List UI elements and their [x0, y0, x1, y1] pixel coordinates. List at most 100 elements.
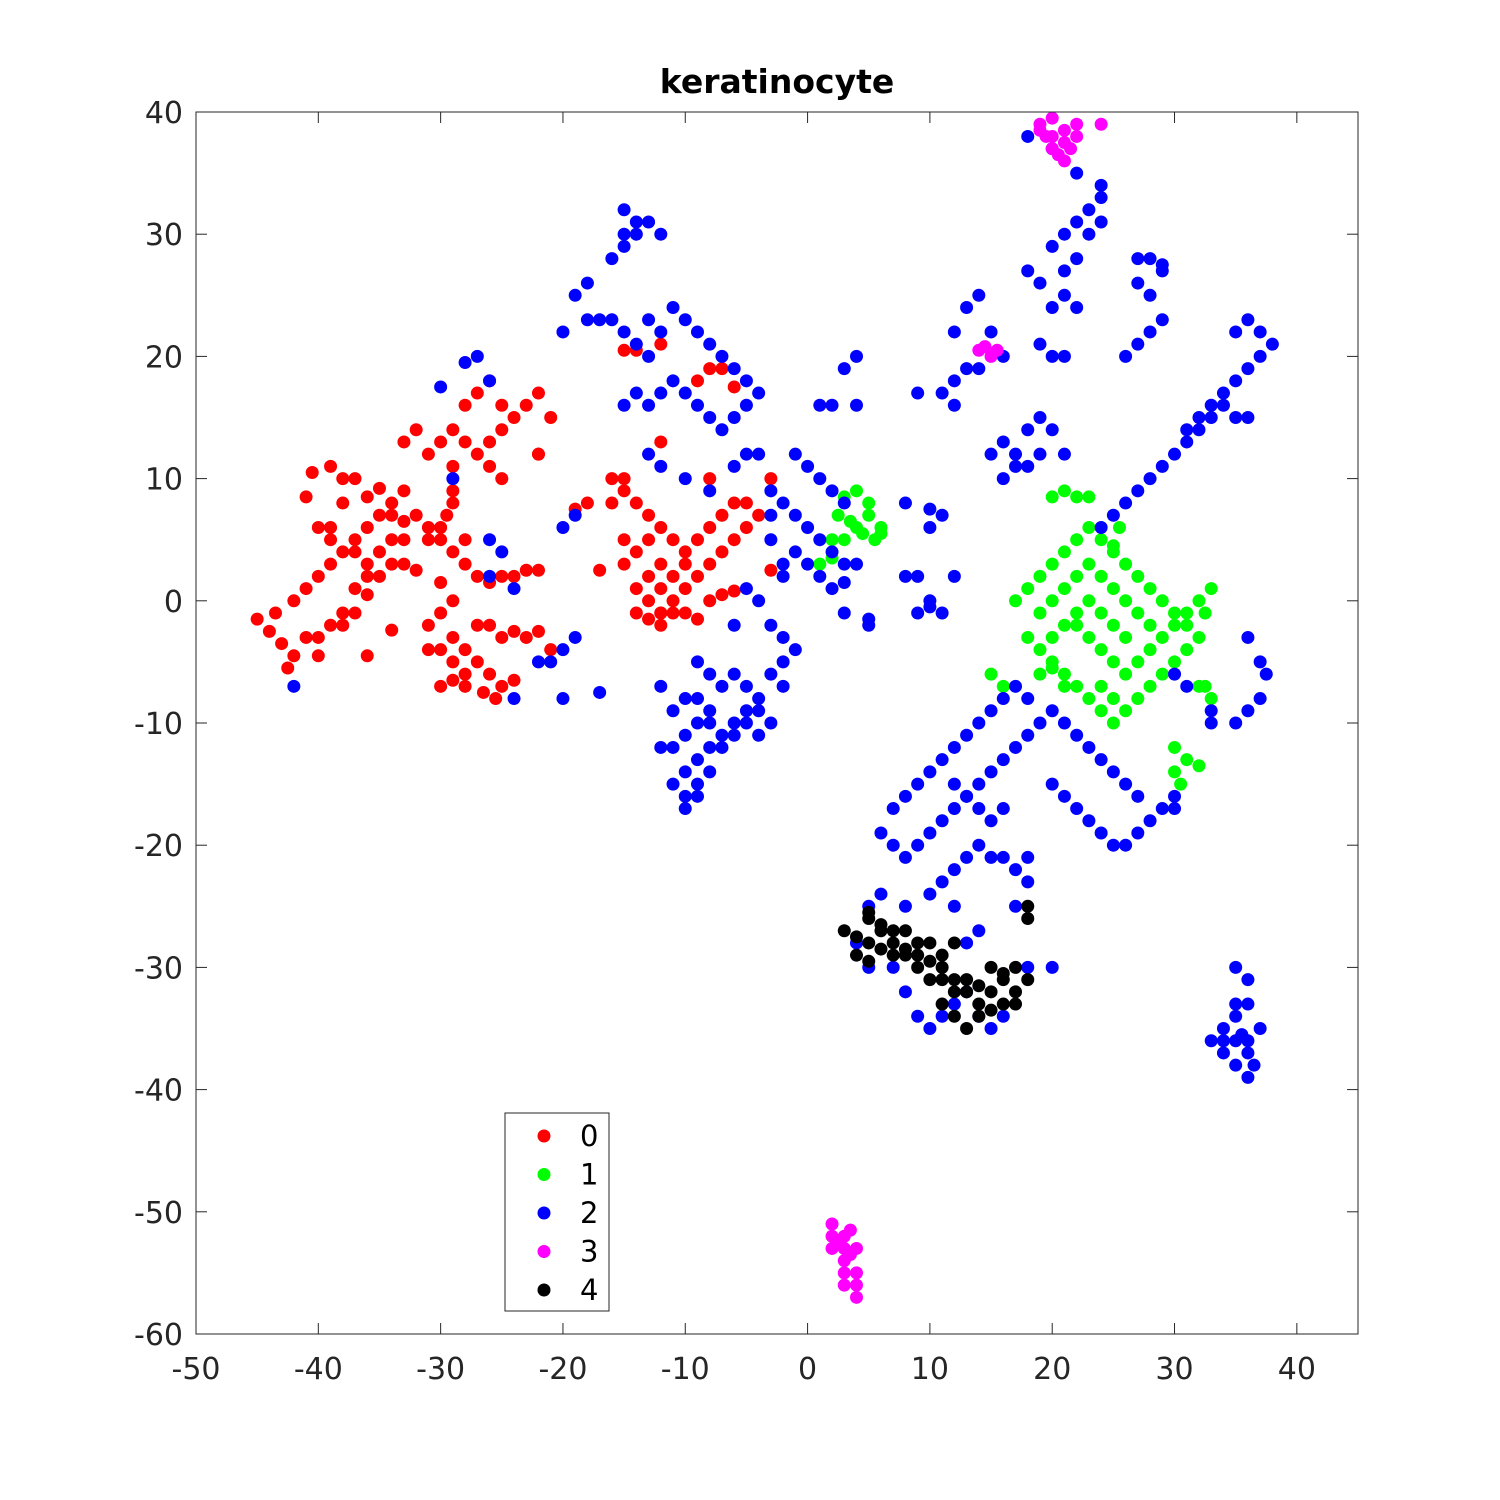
data-point [1131, 692, 1145, 706]
data-point [972, 924, 986, 938]
data-point [1241, 997, 1255, 1011]
data-point [1057, 227, 1071, 241]
data-point [1119, 667, 1133, 681]
data-point [996, 692, 1010, 706]
data-point [1198, 606, 1212, 620]
data-point [1143, 814, 1157, 828]
data-point [935, 973, 949, 987]
data-point [397, 484, 411, 498]
data-point [1192, 411, 1206, 424]
data-point [1180, 423, 1194, 437]
data-point [617, 343, 631, 357]
data-point [654, 386, 668, 400]
data-point [617, 484, 631, 498]
data-point [935, 997, 949, 1011]
data-point [262, 624, 276, 638]
data-point [727, 362, 741, 376]
data-point [507, 582, 521, 596]
y-tick-label: 40 [145, 96, 183, 131]
data-point [1057, 123, 1071, 137]
data-point [984, 960, 998, 974]
data-point [1033, 276, 1047, 290]
data-point [519, 630, 533, 644]
data-point [960, 1022, 974, 1035]
legend-label: 4 [580, 1273, 598, 1307]
legend-marker [537, 1245, 551, 1258]
data-point [886, 924, 900, 938]
data-point [1253, 349, 1267, 363]
data-point [960, 728, 974, 742]
data-point [360, 569, 374, 583]
data-point [434, 435, 448, 449]
data-point [1094, 117, 1108, 131]
data-point [996, 679, 1010, 693]
data-point [972, 1009, 986, 1023]
data-point [813, 569, 827, 583]
data-point [1057, 264, 1071, 278]
data-point [1204, 411, 1218, 424]
data-point [642, 569, 656, 583]
data-point [458, 533, 472, 547]
data-point [1094, 191, 1108, 205]
data-point [1021, 899, 1035, 913]
data-point [996, 472, 1010, 486]
data-point [911, 936, 925, 950]
data-point [1070, 679, 1084, 693]
x-tick-label: 0 [798, 1352, 817, 1387]
data-point [850, 948, 864, 962]
data-point [1143, 325, 1157, 339]
data-point [703, 557, 717, 571]
y-tick-label: 20 [145, 340, 183, 375]
data-point [678, 545, 692, 559]
data-point [446, 423, 460, 437]
data-point [654, 618, 668, 632]
data-point [996, 435, 1010, 449]
data-point [421, 643, 435, 657]
data-point [703, 704, 717, 718]
data-point [269, 606, 283, 620]
data-point [1241, 362, 1255, 376]
data-point [678, 728, 692, 742]
data-point [837, 1278, 851, 1292]
data-point [923, 973, 937, 987]
data-point [397, 533, 411, 547]
data-point [372, 569, 386, 583]
data-point [886, 802, 900, 816]
data-point [519, 398, 533, 412]
data-point [1033, 643, 1047, 657]
data-point [764, 472, 778, 486]
data-point [1241, 313, 1255, 327]
data-point [984, 850, 998, 864]
data-point [1168, 618, 1182, 632]
data-point [715, 508, 729, 522]
data-point [1082, 692, 1096, 706]
data-point [1180, 679, 1194, 693]
data-point [727, 380, 741, 394]
data-point [715, 349, 729, 363]
data-point [1045, 349, 1059, 363]
data-point [813, 557, 827, 571]
data-point [544, 643, 558, 657]
data-point [678, 606, 692, 620]
data-point [1009, 960, 1023, 974]
data-point [923, 600, 937, 614]
data-point [1168, 740, 1182, 754]
data-point [544, 655, 558, 669]
data-point [311, 630, 325, 644]
data-point [1045, 594, 1059, 608]
data-point [1021, 630, 1035, 644]
data-point [1229, 997, 1243, 1011]
data-point [666, 301, 680, 315]
data-point [568, 630, 582, 644]
data-point [764, 563, 778, 577]
data-point [666, 533, 680, 547]
data-point [1033, 123, 1047, 137]
data-point [801, 520, 815, 534]
data-point [642, 349, 656, 363]
data-point [1009, 863, 1023, 877]
data-point [1045, 661, 1059, 675]
data-point [978, 340, 992, 354]
data-point [1180, 618, 1194, 632]
data-point [715, 423, 729, 437]
